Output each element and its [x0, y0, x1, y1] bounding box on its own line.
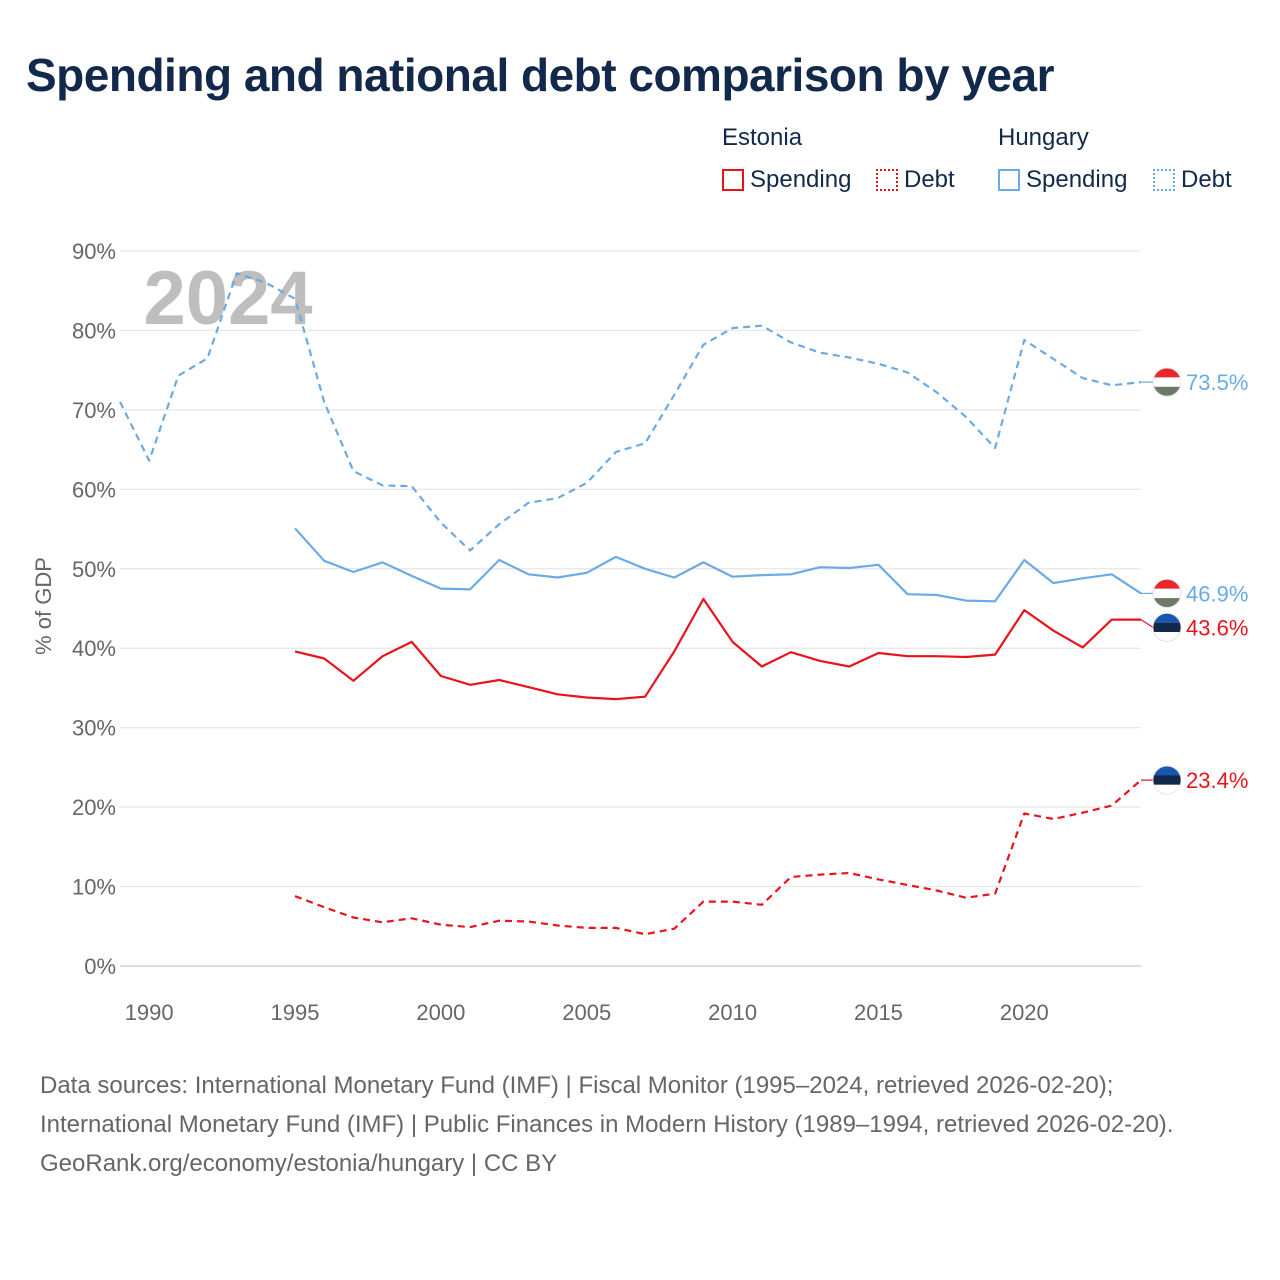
x-tick-label: 2010: [708, 1000, 757, 1025]
legend-label-estonia-spending: Spending: [750, 166, 852, 193]
hungary-flag-icon: [1152, 579, 1182, 608]
series-lines: [119, 272, 1142, 936]
y-tick-label: 40%: [72, 636, 116, 661]
y-tick-label: 0%: [84, 954, 116, 979]
y-tick-label: 60%: [72, 477, 116, 502]
legend-label-hungary-spending: Spending: [1026, 166, 1128, 193]
legend-item-estonia-spending[interactable]: Spending: [722, 166, 851, 194]
legend-group-estonia: Estonia: [722, 124, 803, 151]
x-axis-ticks: 1990 1995 2000 2005 2010 2015 2020: [125, 1000, 1049, 1025]
end-label: 43.6%: [1186, 615, 1248, 640]
data-sources: Data sources: International Monetary Fun…: [40, 1072, 1174, 1138]
legend-swatch-estonia-spending: [722, 169, 744, 191]
line-chart: 0% 10% 20% 30% 40% 50% 60% 70% 80% 90% 1990 1995 20…: [31, 239, 1248, 1025]
end-connector: [1140, 619, 1154, 628]
y-axis-ticks: 0% 10% 20% 30% 40% 50% 60% 70% 80% 90%: [72, 239, 116, 979]
credit-link[interactable]: GeoRank.org/economy/estonia/hungary | CC…: [40, 1150, 558, 1177]
y-tick-label: 20%: [72, 795, 116, 820]
y-axis-label: % of GDP: [31, 557, 56, 655]
y-tick-label: 10%: [72, 875, 116, 900]
y-tick-label: 80%: [72, 318, 116, 343]
x-tick-label: 1995: [271, 1000, 320, 1025]
legend-swatch-hungary-spending: [998, 169, 1020, 191]
estonia-flag-icon: [1152, 613, 1182, 642]
x-tick-label: 1990: [125, 1000, 174, 1025]
y-tick-label: 90%: [72, 239, 116, 264]
x-tick-label: 2015: [854, 1000, 903, 1025]
legend-swatch-estonia-debt: [876, 169, 898, 191]
legend-item-hungary-debt[interactable]: Debt: [1153, 166, 1232, 194]
series-hungary-spending[interactable]: [294, 527, 1142, 603]
end-label: 46.9%: [1186, 581, 1248, 606]
series-estonia-spending[interactable]: [294, 597, 1141, 701]
legend-label-estonia-debt: Debt: [904, 166, 955, 193]
series-estonia-debt[interactable]: [294, 779, 1142, 936]
legend-group-hungary: Hungary: [998, 124, 1089, 151]
chart-title: Spending and national debt comparison by…: [26, 49, 1055, 101]
y-tick-label: 50%: [72, 557, 116, 582]
estonia-flag-icon: [1152, 765, 1182, 795]
y-tick-label: 30%: [72, 716, 116, 741]
footer: Data sources: International Monetary Fun…: [40, 1066, 1240, 1183]
x-tick-label: 2000: [416, 1000, 465, 1025]
end-flags: [1140, 367, 1182, 795]
legend-item-estonia-debt[interactable]: Debt: [876, 166, 955, 194]
x-tick-label: 2020: [1000, 1000, 1049, 1025]
grid-lines: [120, 250, 1141, 967]
y-tick-label: 70%: [72, 398, 116, 423]
series-hungary-debt[interactable]: [119, 272, 1142, 552]
legend-item-hungary-spending[interactable]: Spending: [998, 166, 1127, 194]
legend-swatch-hungary-debt: [1153, 169, 1175, 191]
end-label: 73.5%: [1186, 370, 1248, 395]
legend-label-hungary-debt: Debt: [1181, 166, 1232, 193]
hungary-flag-icon: [1152, 367, 1182, 397]
x-tick-label: 2005: [562, 1000, 611, 1025]
end-label: 23.4%: [1186, 768, 1248, 793]
end-labels: 73.5% 46.9% 43.6% 23.4%: [1186, 370, 1248, 793]
